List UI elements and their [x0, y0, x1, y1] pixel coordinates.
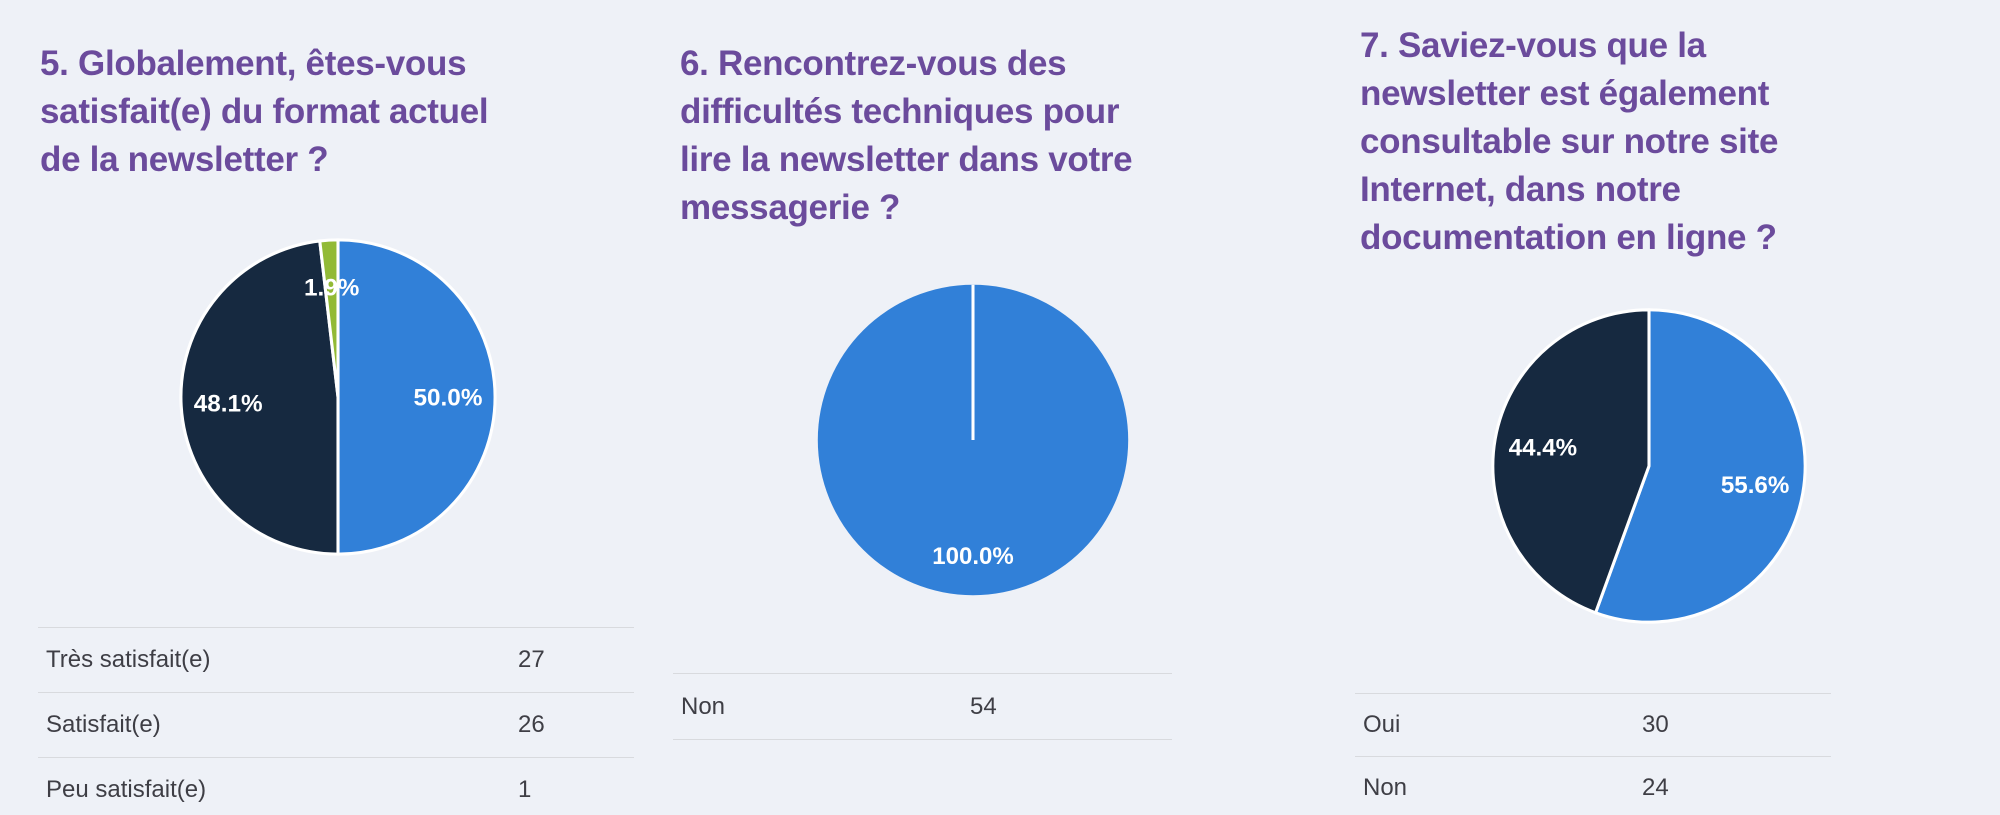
answer-label: Satisfait(e) — [46, 711, 161, 738]
pie-svg: 50.0% 48.1% 1.9% — [179, 238, 497, 556]
pie-chart: 100.0% — [813, 280, 1133, 600]
answer-count: 27 — [518, 646, 545, 673]
question-title-line: Internet, dans notre — [1360, 170, 1681, 209]
answer-count: 30 — [1642, 711, 1669, 738]
answer-label: Très satisfait(e) — [46, 646, 211, 673]
slice-percentage-label: 1.9% — [304, 275, 359, 302]
answer-table: Très satisfait(e) 27 Satisfait(e) 26 Peu… — [38, 627, 634, 815]
question-title-line: documentation en ligne ? — [1360, 218, 1777, 257]
question-title-line: 6. Rencontrez-vous des — [680, 44, 1067, 83]
question-title-line: lire la newsletter dans votre — [680, 140, 1133, 179]
table-row: Non 54 — [673, 673, 1172, 739]
slice-percentage-label: 55.6% — [1721, 472, 1789, 499]
answer-label: Non — [681, 692, 726, 720]
pie-chart: 50.0% 48.1% 1.9% — [176, 235, 500, 559]
slice-percentage-label: 48.1% — [194, 391, 263, 418]
pie-slice — [318, 238, 340, 399]
answer-count: 1 — [518, 776, 532, 803]
question-title: 7. Saviez-vous que la newsletter est éga… — [1360, 22, 1970, 262]
pie-chart: 55.6% 44.4% — [1488, 305, 1810, 627]
answer-count: 24 — [1642, 774, 1669, 801]
answer-label: Peu satisfait(e) — [46, 776, 207, 803]
answer-count: 26 — [518, 711, 545, 738]
answer-table: Oui 30 Non 24 — [1355, 693, 1831, 815]
answer-table: Non 54 — [673, 673, 1172, 740]
pie-slice — [336, 238, 497, 556]
question-title-line: consultable sur notre site — [1360, 122, 1779, 161]
answer-count: 54 — [970, 692, 997, 720]
table-row: Très satisfait(e) 27 — [38, 627, 634, 692]
answer-label: Oui — [1363, 711, 1401, 738]
question-title: 6. Rencontrez-vous des difficultés techn… — [680, 40, 1290, 232]
question-title-line: de la newsletter ? — [40, 140, 329, 179]
question-title-line: newsletter est également — [1360, 74, 1770, 113]
answer-label: Non — [1363, 774, 1408, 801]
question-title-line: satisfait(e) du format actuel — [40, 92, 489, 131]
slice-percentage-label: 44.4% — [1509, 435, 1577, 462]
question-title-line: 7. Saviez-vous que la — [1360, 26, 1706, 65]
pie-slice — [1491, 308, 1651, 615]
pie-svg: 55.6% 44.4% — [1491, 308, 1807, 624]
table-row: Non 24 — [1355, 756, 1831, 815]
question-title: 5. Globalement, êtes-vous satisfait(e) d… — [40, 40, 625, 184]
question-title-line: messagerie ? — [680, 188, 901, 227]
table-row: Oui 30 — [1355, 693, 1831, 756]
slice-percentage-label: 100.0% — [932, 543, 1013, 570]
pie-svg: 100.0% — [817, 284, 1129, 596]
question-title-line: difficultés techniques pour — [680, 92, 1120, 131]
table-row: Peu satisfait(e) 1 — [38, 757, 634, 815]
table-row: Satisfait(e) 26 — [38, 692, 634, 757]
question-title-line: 5. Globalement, êtes-vous — [40, 44, 467, 83]
pie-slice — [1594, 308, 1807, 624]
pie-slice — [179, 239, 340, 556]
slice-percentage-label: 50.0% — [414, 384, 483, 411]
